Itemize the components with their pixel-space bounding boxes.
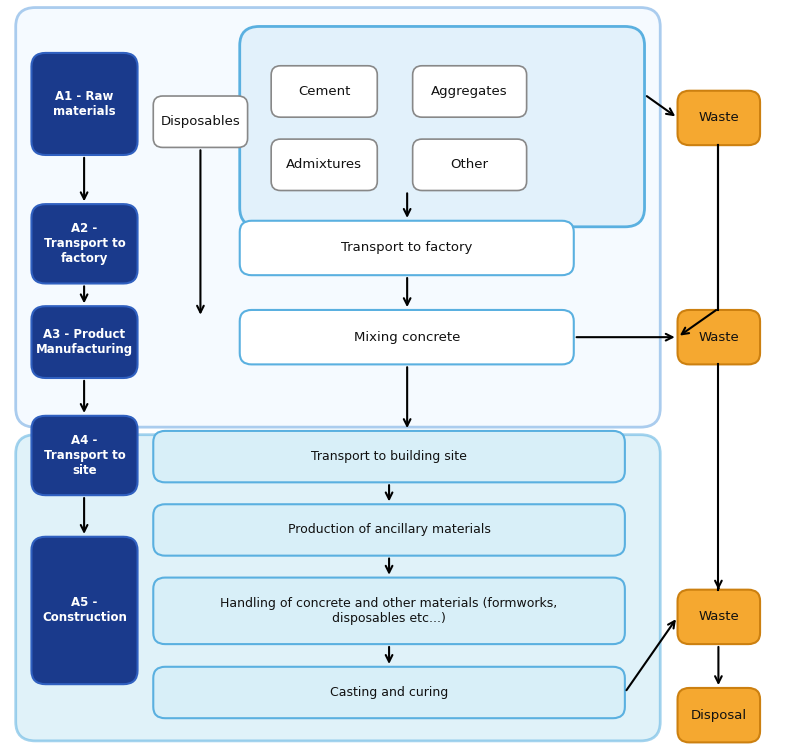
FancyBboxPatch shape (153, 578, 625, 644)
FancyBboxPatch shape (16, 8, 660, 427)
Text: A5 -
Construction: A5 - Construction (42, 596, 127, 624)
FancyBboxPatch shape (678, 91, 760, 145)
FancyBboxPatch shape (31, 53, 138, 155)
FancyBboxPatch shape (678, 688, 760, 742)
FancyBboxPatch shape (413, 66, 527, 117)
Text: Mixing concrete: Mixing concrete (354, 330, 460, 344)
FancyBboxPatch shape (678, 310, 760, 364)
FancyBboxPatch shape (153, 667, 625, 718)
FancyBboxPatch shape (271, 66, 377, 117)
Text: Disposal: Disposal (691, 708, 747, 722)
Text: Other: Other (450, 158, 489, 172)
Text: Aggregates: Aggregates (432, 85, 508, 98)
FancyBboxPatch shape (240, 221, 574, 275)
FancyBboxPatch shape (16, 435, 660, 741)
Text: Production of ancillary materials: Production of ancillary materials (288, 523, 490, 537)
Text: Waste: Waste (699, 330, 739, 344)
FancyBboxPatch shape (240, 310, 574, 364)
FancyBboxPatch shape (153, 96, 248, 147)
FancyBboxPatch shape (271, 139, 377, 191)
Text: A3 - Product
Manufacturing: A3 - Product Manufacturing (36, 328, 133, 356)
FancyBboxPatch shape (413, 139, 527, 191)
Text: Transport to factory: Transport to factory (341, 241, 472, 255)
FancyBboxPatch shape (678, 590, 760, 644)
Text: Transport to building site: Transport to building site (311, 450, 467, 463)
FancyBboxPatch shape (153, 504, 625, 556)
Text: Casting and curing: Casting and curing (330, 686, 448, 699)
Text: A1 - Raw
materials: A1 - Raw materials (53, 90, 116, 118)
Text: Handling of concrete and other materials (formworks,
disposables etc...): Handling of concrete and other materials… (220, 596, 558, 625)
Text: Admixtures: Admixtures (286, 158, 362, 172)
Text: A4 -
Transport to
site: A4 - Transport to site (43, 434, 126, 477)
Text: A2 -
Transport to
factory: A2 - Transport to factory (43, 222, 126, 265)
FancyBboxPatch shape (31, 537, 138, 684)
Text: Disposables: Disposables (160, 115, 241, 129)
FancyBboxPatch shape (31, 306, 138, 378)
FancyBboxPatch shape (31, 416, 138, 495)
FancyBboxPatch shape (240, 26, 645, 227)
FancyBboxPatch shape (153, 431, 625, 482)
Text: Cement: Cement (298, 85, 351, 98)
FancyBboxPatch shape (31, 204, 138, 284)
Text: Waste: Waste (699, 111, 739, 125)
Text: Waste: Waste (699, 610, 739, 624)
